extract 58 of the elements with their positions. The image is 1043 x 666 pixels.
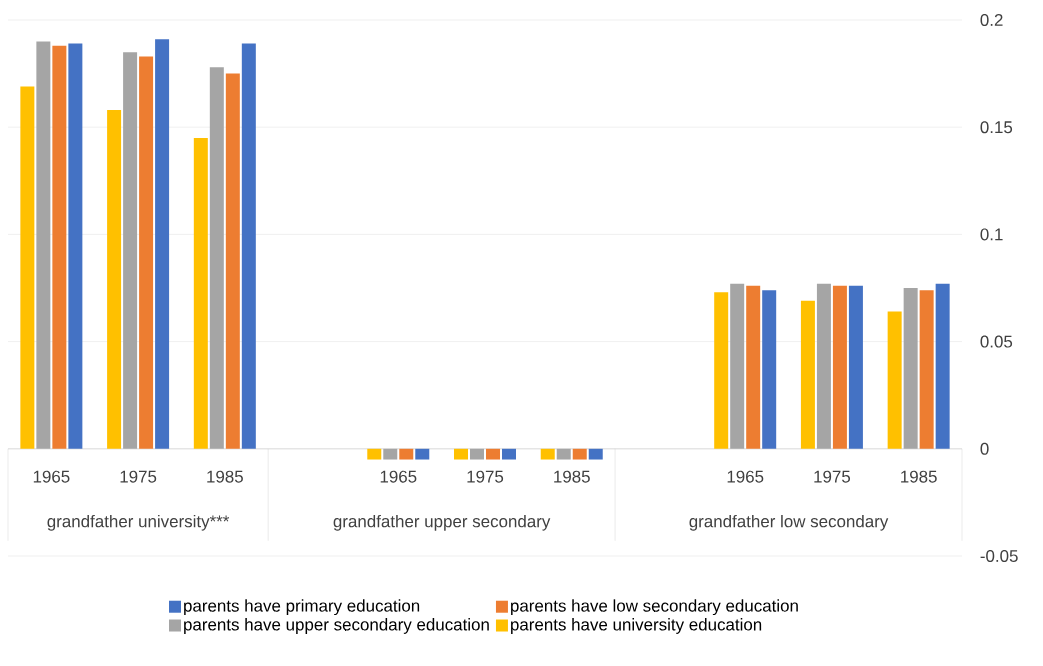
bar (730, 283, 745, 449)
annotation: grandfather university*** (47, 514, 230, 531)
bar (107, 110, 122, 449)
bar (816, 283, 831, 449)
bar (225, 73, 240, 449)
bar (52, 45, 67, 449)
bar (919, 290, 934, 449)
bar (502, 448, 517, 460)
bar (486, 448, 501, 460)
annotation: grandfather upper secondary (333, 514, 551, 531)
bar (556, 448, 571, 460)
y-tick-label: 0 (980, 442, 989, 455)
legend-label: parents have upper secondary education (184, 618, 489, 634)
x-tick-label: 1985 (901, 470, 937, 483)
bar (68, 43, 83, 449)
bar (832, 285, 847, 449)
x-tick-label: 1975 (120, 470, 157, 483)
x-tick-label: 1965 (727, 470, 764, 483)
bar (746, 285, 761, 449)
y-tick-label: 0.05 (980, 335, 1013, 348)
bar (193, 137, 208, 449)
bar (935, 283, 950, 449)
bar (155, 39, 170, 449)
bar (848, 285, 863, 449)
bar (714, 292, 729, 449)
bar (20, 86, 35, 449)
bar (903, 288, 918, 449)
x-tick-label: 1965 (33, 470, 70, 483)
bar (241, 43, 256, 449)
legend-label: parents have low secondary education (511, 599, 798, 616)
bar (800, 300, 815, 449)
y-tick-label: 0.1 (980, 228, 1003, 241)
bar (454, 448, 468, 460)
y-tick-label: 0.15 (980, 121, 1013, 134)
y-tick-label: 0.2 (980, 14, 1003, 26)
x-tick-label: 1975 (467, 470, 504, 483)
x-tick-label: 1965 (380, 470, 417, 483)
y-tick-label: -0.05 (980, 550, 1018, 562)
bar (367, 448, 382, 460)
bar (572, 448, 587, 460)
legend-label: parents have university education (511, 618, 762, 634)
x-tick-label: 1985 (207, 470, 243, 483)
annotation: grandfather low secondary (689, 514, 889, 531)
bar (139, 56, 154, 449)
bar (762, 290, 777, 449)
bar (415, 448, 430, 460)
bar (123, 52, 138, 449)
x-tick-label: 1975 (814, 470, 851, 483)
bar (36, 41, 51, 449)
bar (887, 311, 902, 449)
bar (399, 448, 414, 460)
bar (383, 448, 398, 460)
bar (470, 448, 485, 460)
legend-label: parents have primary education (184, 599, 420, 616)
bar (588, 448, 603, 460)
bar (540, 448, 555, 460)
x-tick-label: 1985 (554, 470, 590, 483)
bar (209, 67, 224, 449)
